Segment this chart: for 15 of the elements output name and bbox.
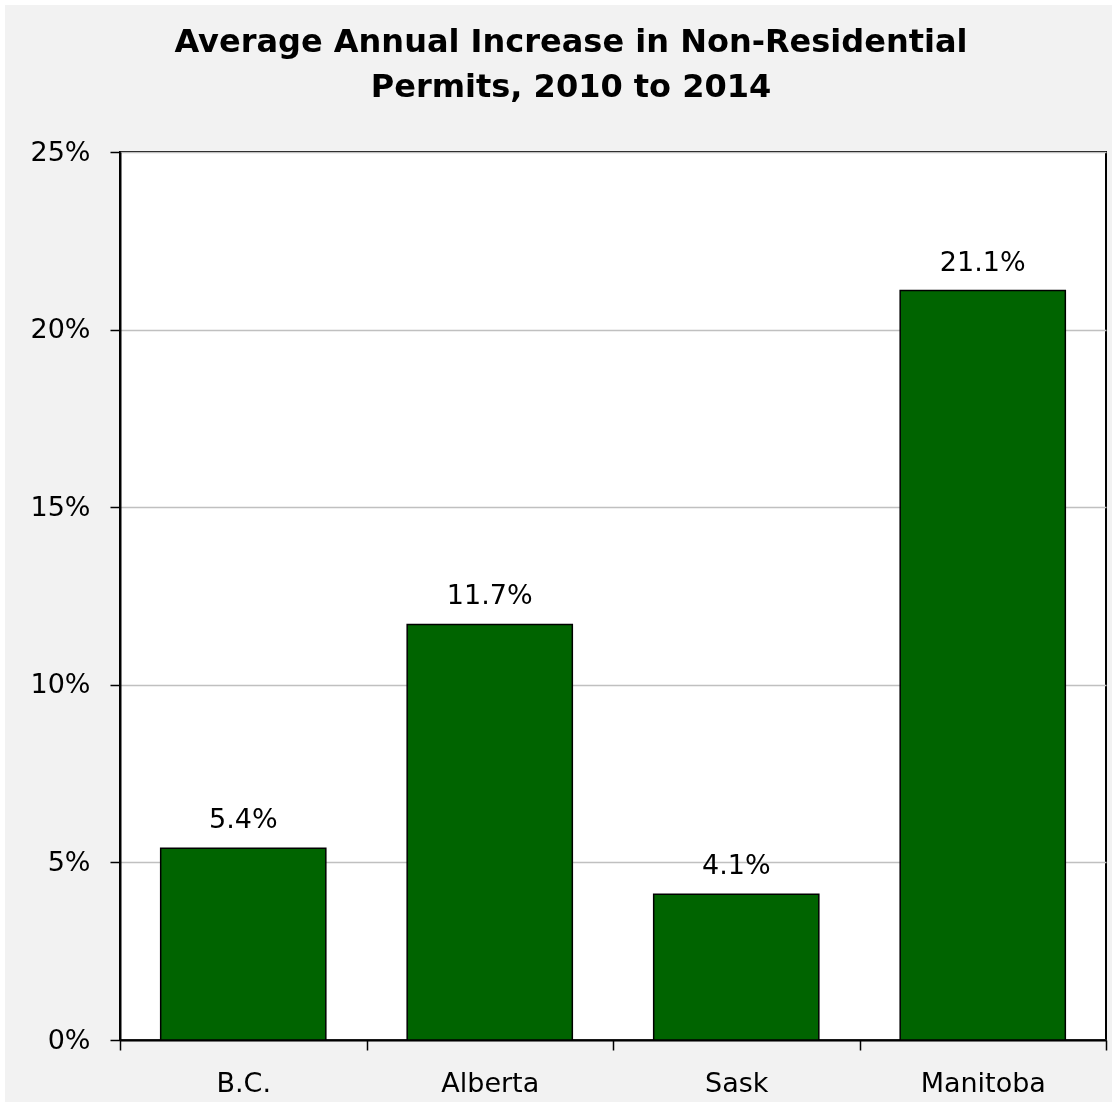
x-tick-label: Sask xyxy=(705,1066,769,1098)
x-tick-label: Alberta xyxy=(441,1066,540,1098)
data-label: 11.7% xyxy=(446,579,533,611)
y-tick-label: 20% xyxy=(30,313,91,345)
x-tick-label: Manitoba xyxy=(920,1066,1046,1098)
y-tick-label: 15% xyxy=(30,490,91,522)
data-label: 21.1% xyxy=(939,245,1026,277)
y-tick-label: 10% xyxy=(30,668,91,700)
data-label: 5.4% xyxy=(208,803,278,835)
x-tick-label: B.C. xyxy=(216,1066,272,1098)
y-tick-label: 5% xyxy=(47,845,91,877)
y-tick-label: 0% xyxy=(47,1023,91,1055)
chart-title: Average Annual Increase in Non-Residential Permits, 2010 to 2014 xyxy=(174,22,968,105)
data-label: 4.1% xyxy=(701,849,771,881)
y-tick-label: 25% xyxy=(30,135,91,167)
